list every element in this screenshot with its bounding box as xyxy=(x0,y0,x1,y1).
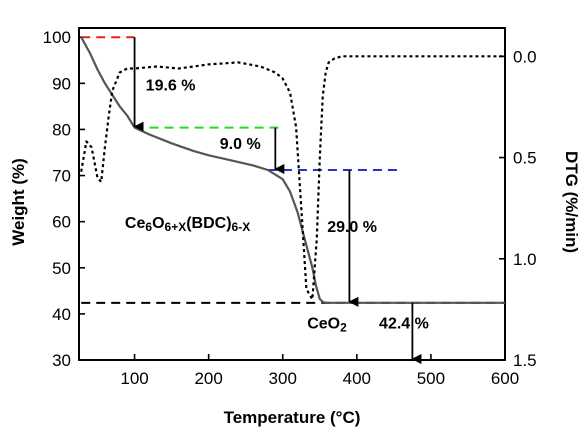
y-right-tick-label: 1.5 xyxy=(513,351,537,370)
y-left-tick-label: 60 xyxy=(52,213,71,232)
y-left-tick-label: 90 xyxy=(52,74,71,93)
plot-layer: 100 200 300 400 500 600 30 40 50 60 70 80 90 100 0.0 0.… xyxy=(43,27,537,388)
y-right-tick-label: 0.0 xyxy=(513,47,537,66)
weight-curve xyxy=(80,36,505,304)
x-tick-label: 300 xyxy=(269,369,297,388)
formula-ce6o6x-bdc: Ce6O6+X(BDC)6-X xyxy=(125,215,250,234)
y-left-tick-label: 30 xyxy=(52,351,71,370)
annotation-step3: 29.0 % xyxy=(327,219,377,236)
y-right-tick-label: 1.0 xyxy=(513,250,537,269)
y-left-tick-label: 100 xyxy=(43,28,71,47)
y-left-tick-label: 50 xyxy=(52,259,71,278)
formula-ceo2: CeO2 xyxy=(307,316,347,335)
y-left-tick-label: 70 xyxy=(52,167,71,186)
y-left-tick-label: 80 xyxy=(52,120,71,139)
y-left-tick-label: 40 xyxy=(52,305,71,324)
annotation-step1: 19.6 % xyxy=(146,77,196,94)
plot-frame xyxy=(78,27,506,361)
y-axis-title-left: Weight (%) xyxy=(9,158,28,246)
x-tick-label: 400 xyxy=(343,369,371,388)
x-tick-label: 600 xyxy=(491,369,519,388)
x-tick-label: 500 xyxy=(417,369,445,388)
y-axis-title-right: DTG (%/min) xyxy=(562,151,581,253)
dtg-curve xyxy=(80,55,505,301)
x-axis-title: Temperature (°C) xyxy=(224,408,361,427)
annotation-ceo2_pct: 42.4 % xyxy=(379,316,429,333)
y-right-tick-label: 0.5 xyxy=(513,149,537,168)
x-tick-label: 100 xyxy=(120,369,148,388)
x-tick-label: 200 xyxy=(194,369,222,388)
annotation-step2: 9.0 % xyxy=(220,136,261,153)
